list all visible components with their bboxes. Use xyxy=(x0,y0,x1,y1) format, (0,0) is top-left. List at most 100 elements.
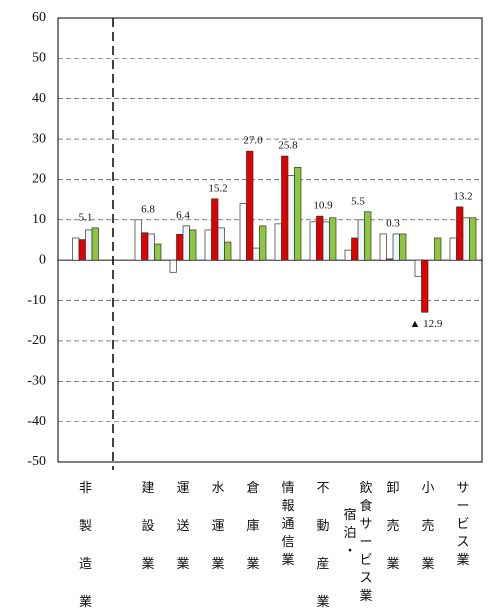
bar xyxy=(204,229,212,261)
bar xyxy=(169,259,177,273)
x-tick-char: サ xyxy=(359,517,372,532)
x-tick-char: ー xyxy=(359,535,372,550)
bar xyxy=(224,241,232,261)
bar xyxy=(72,237,80,261)
bar xyxy=(469,217,477,261)
x-tick-label: 卸売業 xyxy=(386,480,399,572)
x-tick-char: 送 xyxy=(176,519,189,534)
bar xyxy=(316,215,324,261)
bar xyxy=(281,155,289,261)
bar xyxy=(421,259,429,313)
x-tick-char: 建 xyxy=(141,481,154,496)
x-tick-char: 情 xyxy=(281,481,294,496)
y-tick-label: 50 xyxy=(32,51,46,66)
value-label: 15.2 xyxy=(208,182,227,194)
x-tick-char: 業 xyxy=(176,556,189,572)
x-tick-char: 業 xyxy=(359,588,372,604)
x-tick-char: 信 xyxy=(281,535,294,550)
x-tick-label: 運送業 xyxy=(176,481,189,572)
bar xyxy=(449,237,457,261)
x-tick-label: 不動産業 xyxy=(316,481,329,610)
y-tick-label: -20 xyxy=(27,333,46,348)
x-tick-char: 業 xyxy=(281,552,294,568)
bar xyxy=(211,198,219,261)
bar xyxy=(78,239,86,261)
x-tick-char: 泊 xyxy=(343,526,356,541)
bar xyxy=(399,233,407,261)
x-tick-char: 食 xyxy=(359,498,372,514)
bar xyxy=(456,206,464,261)
x-tick-char: 動 xyxy=(316,519,329,534)
bar xyxy=(134,219,142,261)
x-tick-char: 報 xyxy=(281,499,294,514)
value-label: 13.2 xyxy=(453,190,472,202)
bar xyxy=(309,221,317,261)
bar xyxy=(287,175,295,261)
bar xyxy=(414,259,422,277)
y-tick-label: -40 xyxy=(27,414,46,429)
bar xyxy=(329,217,337,261)
value-label: 27.0 xyxy=(243,135,263,147)
x-tick-char: 非 xyxy=(79,481,92,496)
bar xyxy=(182,225,190,261)
y-tick-label: -10 xyxy=(27,293,46,308)
x-tick-char: 飲 xyxy=(359,480,372,496)
value-label: 6.8 xyxy=(141,203,155,215)
x-tick-char: 業 xyxy=(456,552,469,568)
bar xyxy=(386,258,394,261)
value-label: 0.3 xyxy=(386,217,400,229)
bar xyxy=(176,233,184,261)
x-tick-char: 業 xyxy=(421,556,434,572)
x-tick-char: 庫 xyxy=(246,519,259,534)
bar xyxy=(322,221,330,261)
bar xyxy=(91,227,99,261)
x-tick-char: ・ xyxy=(343,544,356,559)
x-tick-char: 卸 xyxy=(386,480,399,496)
bar xyxy=(274,223,282,261)
value-label: ▲ 12.9 xyxy=(410,318,443,330)
x-tick-char: 不 xyxy=(316,481,329,496)
y-tick-label: 0 xyxy=(39,252,46,267)
y-tick-label: -30 xyxy=(27,373,46,388)
x-tick-char: 宿 xyxy=(343,507,356,523)
x-tick-char: ス xyxy=(359,571,372,586)
x-tick-char: 水 xyxy=(211,481,224,496)
bar xyxy=(434,237,442,261)
bar xyxy=(189,229,197,261)
value-label: 10.9 xyxy=(313,200,333,212)
x-tick-label: 非製造業 xyxy=(79,481,92,610)
bar xyxy=(344,249,352,261)
x-tick-label: 小売業 xyxy=(421,481,434,572)
bar xyxy=(85,229,93,261)
x-tick-char: 製 xyxy=(79,519,92,534)
x-tick-char: 倉 xyxy=(246,481,259,496)
x-tick-char: 造 xyxy=(79,557,92,572)
x-tick-char: ビ xyxy=(456,517,469,532)
x-tick-label: サービス業 xyxy=(456,481,469,568)
x-tick-label: 情報通信業 xyxy=(281,481,294,568)
y-tick-label: 20 xyxy=(32,172,46,187)
plot-frame xyxy=(57,17,483,463)
bar xyxy=(252,247,260,261)
x-tick-char: 業 xyxy=(246,556,259,572)
x-tick-char: 運 xyxy=(176,481,189,496)
x-tick-label: 建設業 xyxy=(141,481,154,572)
bar xyxy=(217,227,225,261)
x-tick-char: 業 xyxy=(79,594,92,610)
bar xyxy=(154,243,162,261)
bar xyxy=(351,237,359,261)
x-tick-char: ー xyxy=(456,499,469,514)
x-tick-char: 業 xyxy=(316,594,329,610)
bar xyxy=(462,217,470,261)
bar xyxy=(141,232,149,261)
x-tick-char: 売 xyxy=(386,518,399,534)
value-label: 6.4 xyxy=(176,209,190,221)
bar xyxy=(239,203,247,261)
x-tick-char: 通 xyxy=(281,517,294,532)
x-tick-char: ス xyxy=(456,535,469,550)
bar xyxy=(294,166,302,261)
x-tick-char: 産 xyxy=(316,556,329,572)
y-tick-label: -50 xyxy=(27,454,46,469)
value-label: 25.8 xyxy=(278,140,298,152)
